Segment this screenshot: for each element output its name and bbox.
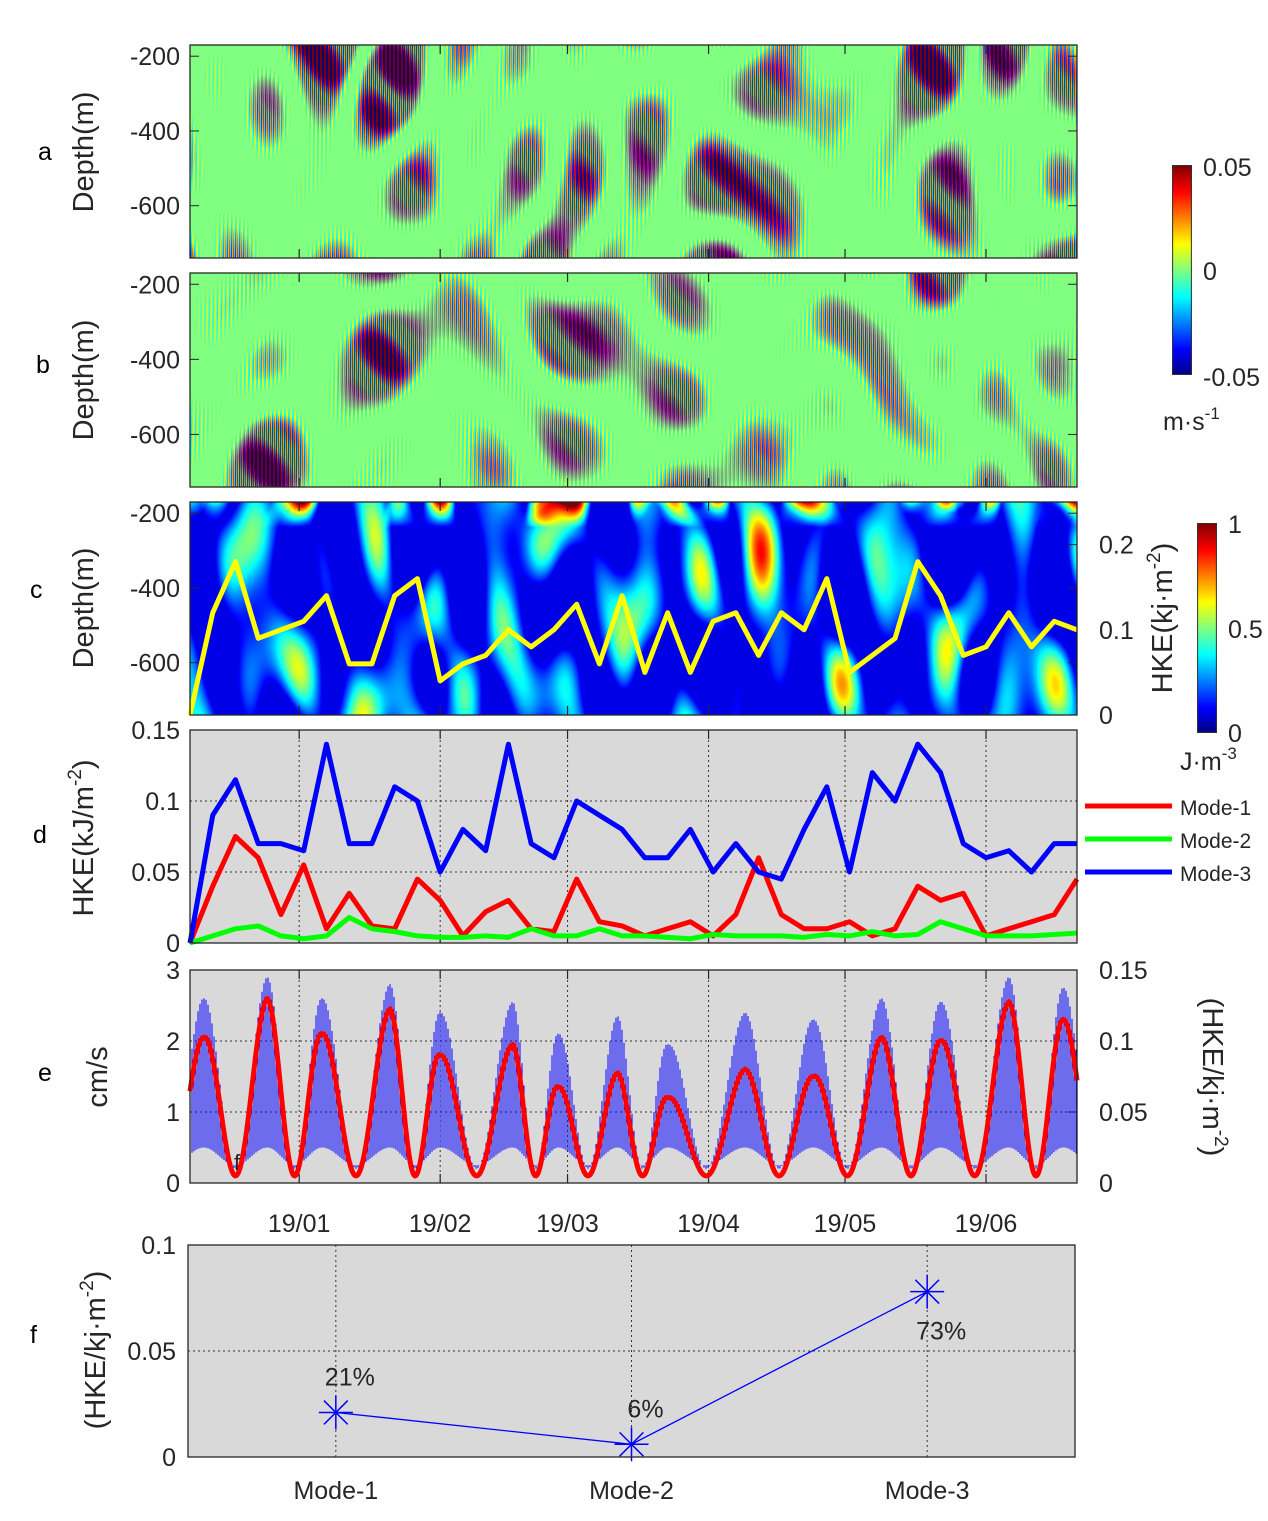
date-tick-label: 19/01 [268,1210,331,1238]
panel-e-right-ylabel: (HKE/kj·m-2) [1196,998,1231,1157]
panel-f-ytick-label: 0.1 [141,1232,176,1260]
date-tick-label: 19/06 [955,1210,1018,1238]
series-mode-1-line [187,834,1080,944]
panel-c-right-ylabel: HKE(kj·m-2) [1144,543,1179,694]
colorbar2-mid: 0.5 [1228,616,1263,644]
legend-mode3-label: Mode-3 [1180,863,1251,886]
panel-c-right-ytick-label: 0.2 [1099,532,1134,560]
panel-c-ylabel: Depth(m) [68,548,100,669]
panel-e-right-ytick-label: 0 [1099,1170,1113,1198]
panel-e-right-ytick-label: 0.15 [1099,957,1148,985]
panel-d-ylabel: HKE(kJ/m-2) [65,759,100,916]
date-tick-label: 19/04 [677,1210,740,1238]
hke-density-colorbar [1197,523,1217,733]
panel-e-ylabel: cm/s [82,1046,114,1107]
panel-d-legend: Mode-1 Mode-2 Mode-3 [1085,797,1251,886]
panel-e-hke-line [187,995,1080,1179]
panel-a-ytick-label: -600 [130,193,180,221]
panel-b-ylabel: Depth(m) [68,320,100,441]
panel-d-frame [189,729,1078,944]
series-mode-2-line [189,914,1078,946]
panel-letter-f: f [30,1321,37,1349]
panel-e-ytick-label: 2 [166,1028,180,1056]
panel-d-ytick-label: 0.05 [131,859,180,887]
date-tick-label: 19/02 [409,1210,472,1238]
panel-e-frame [189,969,1078,1184]
panel-c-ytick-label: -600 [130,650,180,678]
panel-c-heatmap [190,502,1077,715]
panel-letter-e: e [38,1059,52,1087]
date-tick-label: 19/03 [536,1210,599,1238]
panel-e-ytick-label: 3 [166,957,180,985]
panel-e-right-ytick-label: 0.05 [1099,1099,1148,1127]
date-tick-label: 19/05 [814,1210,877,1238]
legend-mode2-label: Mode-2 [1180,830,1251,853]
panel-a-ytick-label: -400 [130,118,180,146]
panel-c-hke-line [187,559,1078,716]
panel-f-xtick-label: Mode-2 [589,1477,674,1505]
panel-b-heatmap [190,273,1077,487]
panel-c-frame [189,501,1078,716]
panel-d-ytick-label: 0.1 [145,788,180,816]
legend-mode1-label: Mode-1 [1180,797,1251,820]
panel-e-right-ytick-label: 0.1 [1099,1028,1134,1056]
panel-letter-b: b [36,351,50,379]
asterisk-marker [614,1427,649,1462]
asterisk-stroke [619,1431,644,1457]
panel-d-ytick-label: 0.15 [131,717,180,745]
panel-letter-d: d [33,821,47,849]
panel-b-ytick-label: -600 [130,421,180,449]
panel-a-ytick-label: -200 [130,43,180,71]
panel-b-ytick-label: -200 [130,271,180,299]
panel-f-xtick-label: Mode-3 [885,1477,970,1505]
colorbar1-min: -0.05 [1203,364,1260,392]
colorbar2-min: 0 [1228,720,1242,748]
colorbar2-max: 1 [1228,511,1242,539]
percentage-label: 73% [916,1318,966,1346]
panel-f-frame [187,1244,1076,1458]
panel-e-annotation: f [234,1150,241,1175]
asterisk-stroke [323,1400,349,1425]
panel-b-ytick-label: -400 [130,346,180,374]
colorbar2-unit: J·m-3 [1180,744,1237,776]
panel-letter-c: c [30,576,43,604]
panel-e-ytick-label: 1 [166,1099,180,1127]
panel-f-ytick-label: 0.05 [127,1338,176,1366]
panel-a-ylabel: Depth(m) [68,92,100,213]
colorbar1-unit: m·s-1 [1163,404,1220,436]
percentage-label: 6% [627,1395,663,1423]
panel-f-ylabel: (HKE/kj·m-2) [77,1271,112,1430]
panel-c-right-ytick-label: 0.1 [1099,617,1134,645]
panel-a-heatmap [190,45,1077,258]
panel-c-ytick-label: -200 [130,500,180,528]
asterisk-stroke [914,1279,940,1305]
panel-c-ytick-label: -400 [130,575,180,603]
series-mode-3-line [187,741,1077,944]
panel-f-xtick-label: Mode-1 [293,1477,378,1505]
panel-a-frame [189,44,1078,259]
panel-letter-a: a [38,138,52,166]
colorbar1-mid: 0 [1203,258,1217,286]
colorbar1-max: 0.05 [1203,154,1252,182]
panel-f-ytick-label: 0 [162,1444,176,1472]
panel-d-ytick-label: 0 [166,930,180,958]
percentage-label: 21% [325,1363,375,1391]
asterisk-marker [318,1395,353,1430]
panel-c-right-ytick-label: 0 [1099,702,1113,730]
asterisk-marker [910,1274,945,1309]
velocity-colorbar [1172,165,1192,375]
panel-e-ytick-label: 0 [166,1170,180,1198]
panel-b-frame [189,272,1078,488]
